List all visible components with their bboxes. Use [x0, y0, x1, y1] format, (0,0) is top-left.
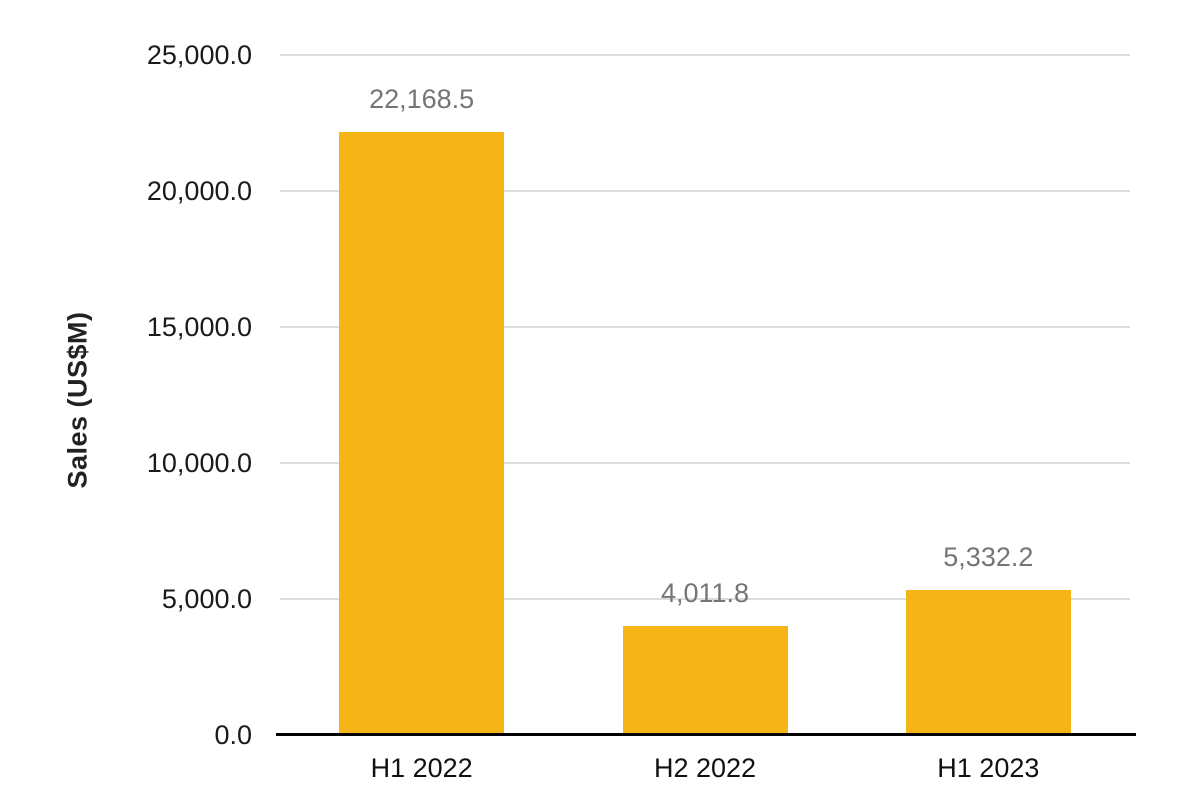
gridline — [280, 326, 1130, 328]
bar-value-label: 4,011.8 — [660, 577, 750, 608]
y-tick-label: 20,000.0 — [146, 176, 252, 206]
x-tick-label: H1 2022 — [370, 753, 473, 783]
bar-h2-2022 — [622, 625, 788, 735]
y-axis-ticks: 0.0 5,000.0 10,000.0 15,000.0 20,000.0 25,000… — [0, 0, 266, 800]
gridline — [280, 598, 1130, 600]
gridline — [280, 190, 1130, 192]
x-tick-label: H2 2022 — [653, 753, 757, 783]
x-axis-line — [276, 733, 1136, 736]
bar-value-label: 22,168.5 — [369, 84, 475, 115]
y-tick-label: 15,000.0 — [146, 312, 252, 342]
bar-value-label: 5,332.2 — [943, 541, 1034, 572]
bar-h1-2022 — [339, 132, 505, 735]
y-tick-label: 25,000.0 — [146, 40, 252, 70]
plot-area: 22,168.5 4,011.8 5,332.2 — [280, 54, 1130, 735]
y-tick-label: 0.0 — [214, 720, 252, 750]
y-tick-label: 10,000.0 — [146, 448, 252, 478]
x-tick-label: H1 2023 — [937, 753, 1040, 783]
bar-h1-2023 — [905, 589, 1071, 735]
gridline — [280, 462, 1130, 464]
gridline — [280, 54, 1130, 56]
y-tick-label: 5,000.0 — [161, 584, 252, 614]
